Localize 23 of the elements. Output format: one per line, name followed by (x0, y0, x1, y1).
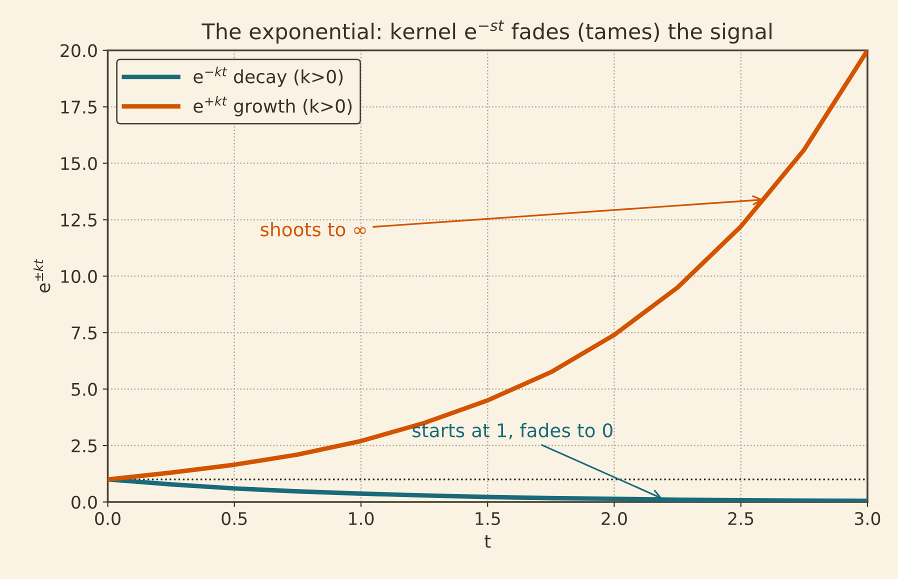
y-axis-title: e$^{±kt}$ (33, 258, 50, 293)
legend-label: e$^{−kt}$ decay (k>0) (194, 66, 343, 87)
y-tick-label: 0.0 (72, 496, 97, 509)
annotation: shoots to ∞ (260, 222, 366, 236)
annotation: starts at 1, fades to 0 (412, 422, 612, 440)
y-tick-label: 15.0 (61, 156, 97, 170)
y-tick-label: 20.0 (60, 44, 97, 58)
x-tick-label: 3.0 (854, 512, 880, 526)
x-tick-label: 2.0 (602, 512, 627, 526)
chart-title: The exponential: kernel e$^{−st}$ fades (tames) the signal (202, 20, 772, 44)
legend-label: e$^{+kt}$ growth (k>0) (194, 96, 352, 116)
x-tick-label: 1.5 (476, 512, 500, 526)
y-tick-label: 7.5 (72, 326, 97, 340)
x-tick-label: 0.5 (222, 512, 247, 526)
x-tick-label: 2.5 (728, 512, 754, 526)
y-tick-label: 2.5 (72, 439, 97, 452)
y-tick-label: 10.0 (61, 270, 97, 284)
x-axis-title: t (484, 535, 491, 548)
x-tick-label: 1.0 (349, 512, 374, 526)
x-tick-label: 0.0 (95, 512, 120, 526)
y-tick-label: 12.5 (61, 213, 97, 227)
y-tick-label: 17.5 (61, 100, 97, 114)
y-tick-label: 5.0 (72, 382, 97, 396)
